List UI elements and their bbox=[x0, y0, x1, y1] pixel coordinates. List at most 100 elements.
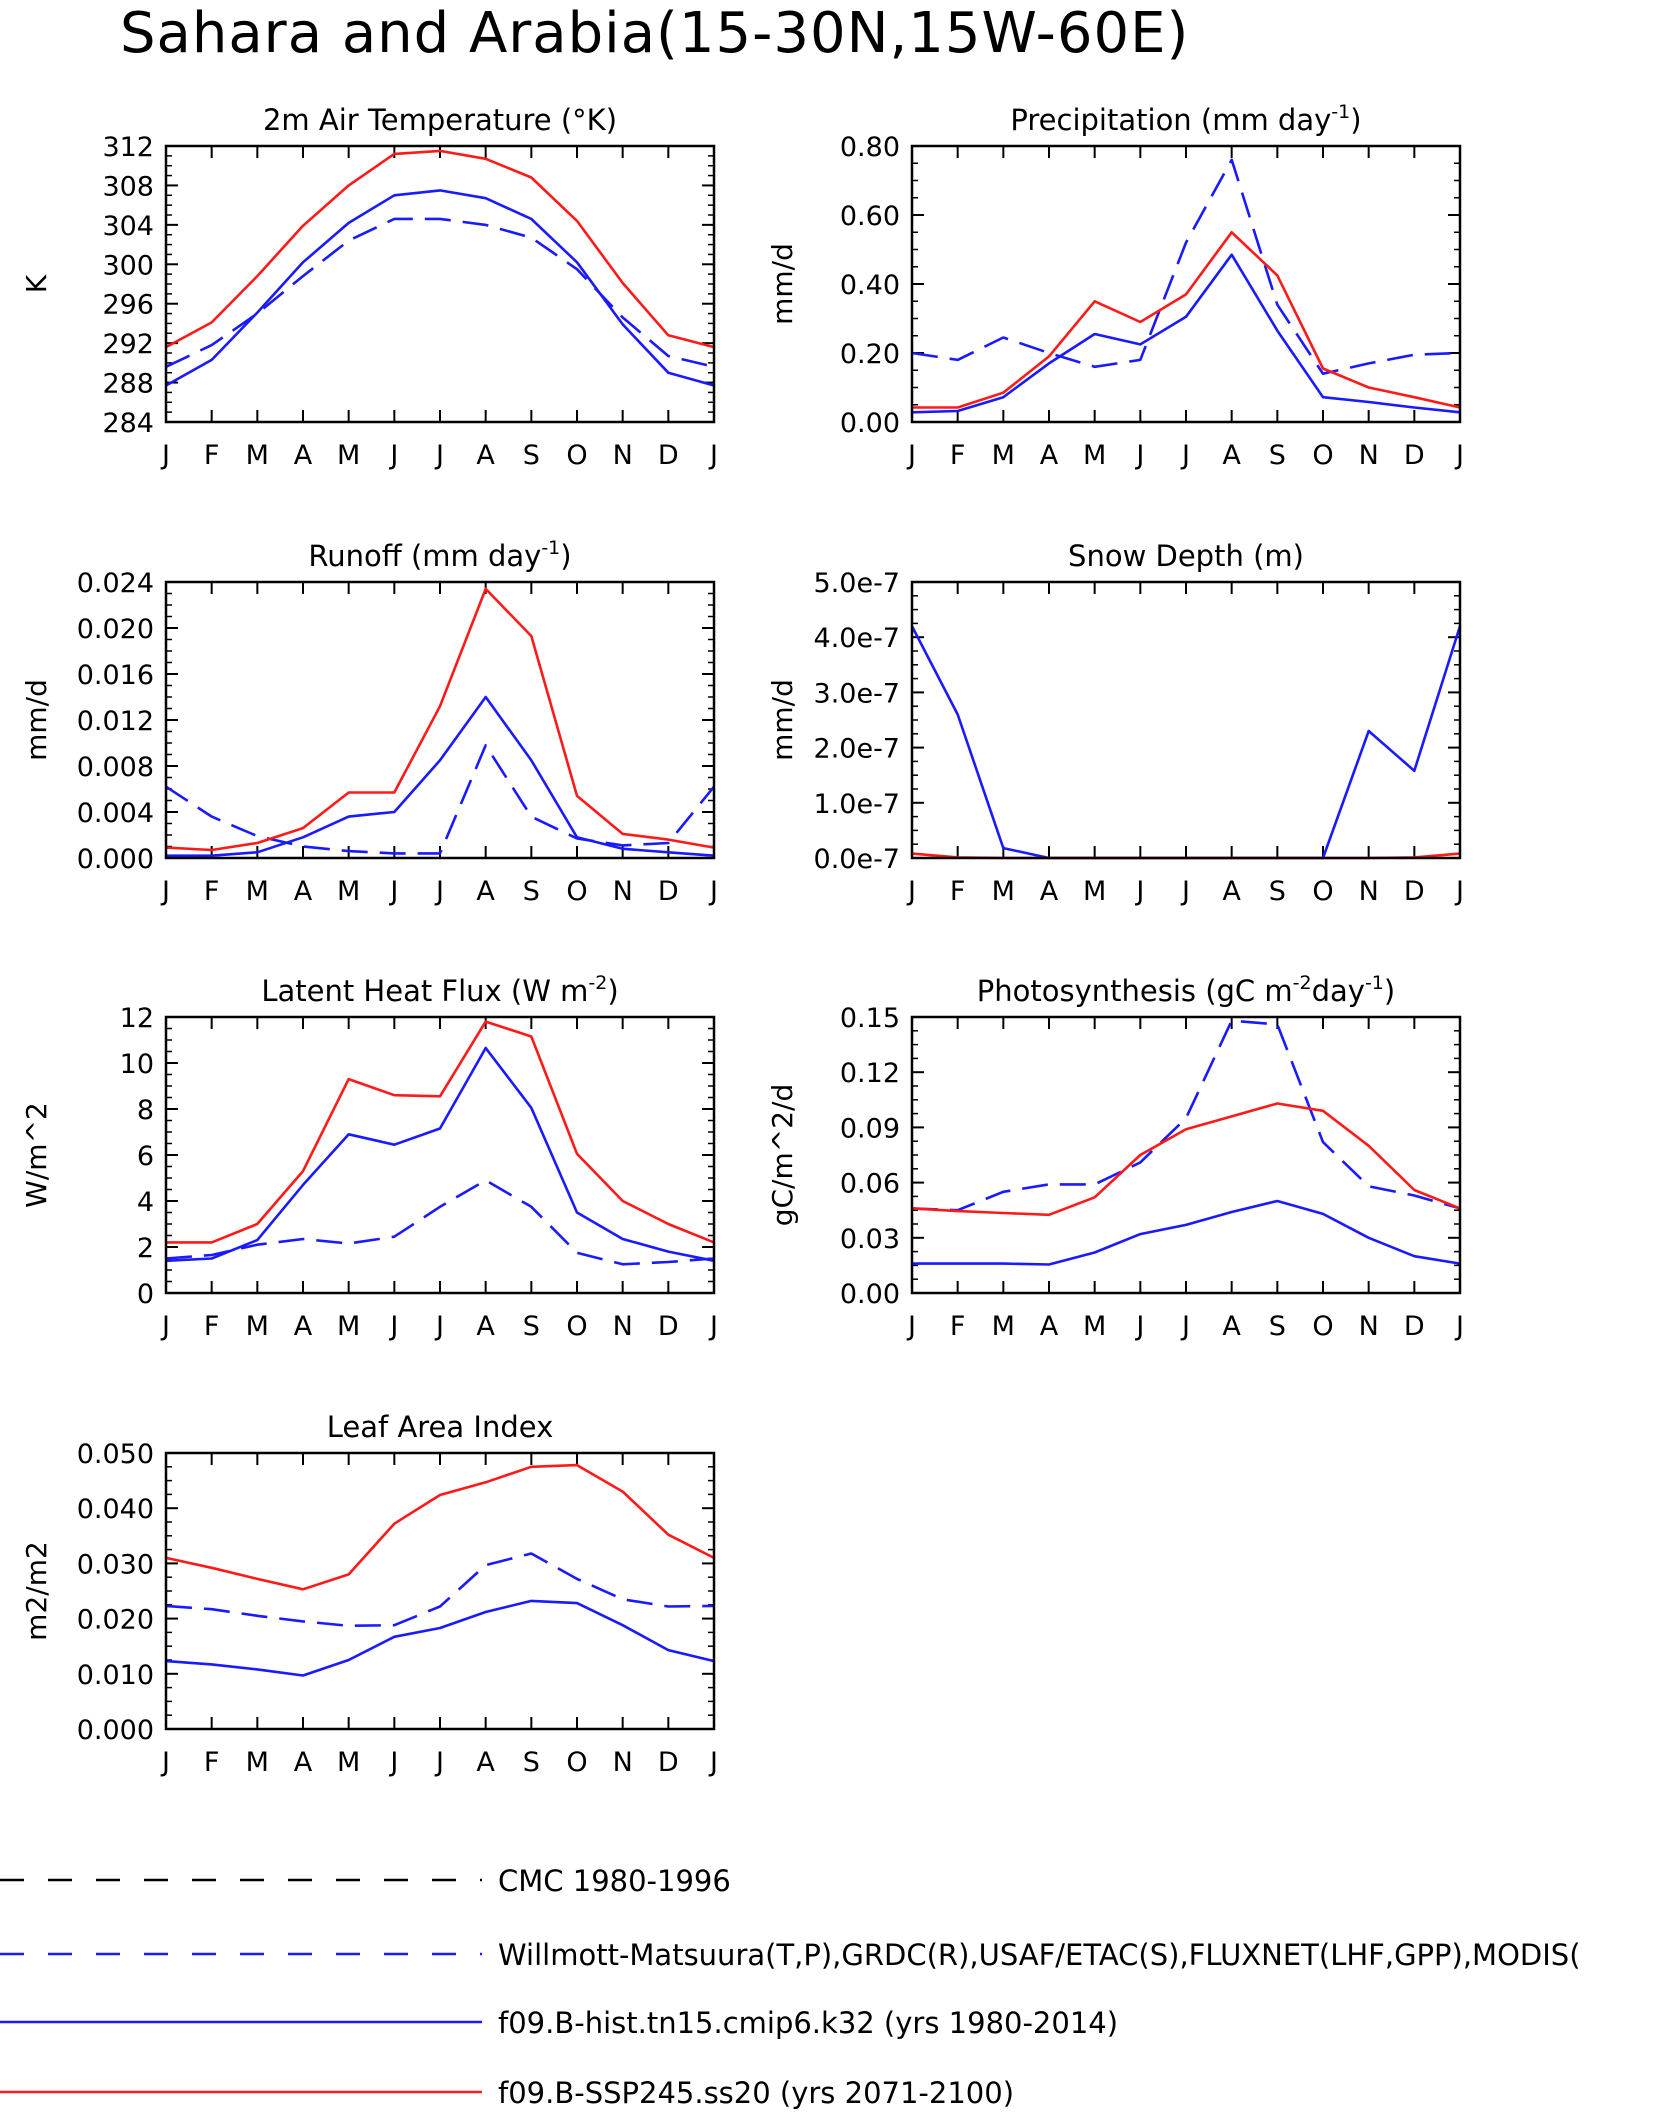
x-tick-label: A bbox=[476, 1747, 495, 1778]
series-line-3 bbox=[165, 1463, 715, 1591]
y-tick-label: 4.0e-7 bbox=[814, 623, 900, 654]
x-tick-label: M bbox=[246, 1311, 269, 1342]
title-superscript: -1 bbox=[1365, 972, 1384, 994]
x-tick-label: J bbox=[388, 876, 398, 907]
y-tick-label: 312 bbox=[102, 132, 154, 163]
y-tick-label: 0.010 bbox=[77, 1660, 154, 1691]
x-tick-label: A bbox=[1222, 876, 1241, 907]
x-tick-label: N bbox=[1359, 876, 1379, 907]
title-superscript: -1 bbox=[1331, 101, 1350, 123]
series-line-3 bbox=[912, 231, 1461, 409]
x-tick-label: O bbox=[566, 876, 587, 907]
y-tick-label: 0.000 bbox=[77, 844, 154, 875]
title-superscript: -2 bbox=[1293, 972, 1312, 994]
y-tick-label: 292 bbox=[102, 329, 154, 360]
y-tick-label: 0.09 bbox=[840, 1113, 900, 1144]
series-line-3 bbox=[166, 1020, 715, 1244]
x-tick-label: O bbox=[1312, 876, 1333, 907]
y-tick-label: 284 bbox=[102, 408, 154, 439]
x-tick-label: J bbox=[160, 1747, 170, 1778]
title-suffix: ) bbox=[1384, 974, 1395, 1008]
title-suffix: ) bbox=[1350, 103, 1361, 137]
panel-2: Precipitation (mm day-1) mm/d 0.00 0.20 0.40… bbox=[766, 101, 1464, 471]
y-tick-label: 0.020 bbox=[77, 614, 154, 645]
panel-title: Snow Depth (m) bbox=[1068, 539, 1304, 573]
x-tick-label: J bbox=[388, 440, 398, 471]
x-tick-label: N bbox=[613, 1747, 633, 1778]
y-tick-label: 0.00 bbox=[840, 408, 900, 439]
x-tick-label: A bbox=[476, 1311, 495, 1342]
y-tick-label: 0.016 bbox=[77, 660, 154, 691]
x-tick-label: D bbox=[1404, 876, 1425, 907]
y-tick-label: 296 bbox=[102, 290, 154, 321]
y-tick-label: 8 bbox=[137, 1095, 154, 1126]
x-tick-label: J bbox=[1134, 1311, 1144, 1342]
x-tick-label: D bbox=[658, 876, 679, 907]
y-tick-label: 5.0e-7 bbox=[814, 568, 900, 599]
series-line-3 bbox=[911, 1102, 1461, 1217]
x-tick-label: J bbox=[1180, 1311, 1190, 1342]
x-tick-label: F bbox=[204, 1311, 220, 1342]
x-tick-label: O bbox=[566, 440, 587, 471]
x-tick-label: J bbox=[1134, 440, 1144, 471]
x-tick-label: J bbox=[434, 1311, 444, 1342]
x-tick-label: A bbox=[1222, 440, 1241, 471]
x-tick-label: J bbox=[434, 876, 444, 907]
x-tick-label: J bbox=[708, 876, 718, 907]
x-tick-label: S bbox=[523, 876, 540, 907]
y-tick-label: 0.004 bbox=[77, 798, 154, 829]
y-tick-label: 12 bbox=[120, 1003, 154, 1034]
legend: CMC 1980-1996 Willmott-Matsuura(T,P),GRDC… bbox=[0, 1864, 1581, 2110]
y-tick-label: 308 bbox=[102, 171, 154, 202]
plot-frame bbox=[164, 144, 716, 424]
x-tick-label: D bbox=[658, 440, 679, 471]
legend-item-2: Willmott-Matsuura(T,P),GRDC(R),USAF/ETAC… bbox=[0, 1938, 1581, 1972]
x-tick-label: A bbox=[476, 440, 495, 471]
y-tick-label: 0.40 bbox=[840, 270, 900, 301]
y-tick-label: 0.15 bbox=[840, 1003, 900, 1034]
y-tick-label: 0.020 bbox=[77, 1605, 154, 1636]
y-tick-label: 2.0e-7 bbox=[814, 734, 900, 765]
x-tick-label: O bbox=[1312, 440, 1333, 471]
y-axis-label: gC/m^2/d bbox=[766, 1084, 799, 1227]
y-tick-label: 0.12 bbox=[840, 1058, 900, 1089]
x-tick-label: S bbox=[1269, 876, 1286, 907]
y-tick-label: 6 bbox=[137, 1141, 154, 1172]
y-tick-label: 0.03 bbox=[840, 1224, 900, 1255]
x-tick-label: M bbox=[246, 1747, 269, 1778]
x-tick-label: A bbox=[294, 876, 313, 907]
y-tick-label: 0.008 bbox=[77, 752, 154, 783]
y-tick-label: 1.0e-7 bbox=[814, 789, 900, 820]
panel-1: 2m Air Temperature (°K) K 284 288 292 296 300 3… bbox=[20, 103, 718, 471]
legend-item-3: f09.B-hist.tn15.cmip6.k32 (yrs 1980-2014… bbox=[0, 2006, 1118, 2040]
x-tick-label: M bbox=[992, 876, 1015, 907]
x-tick-label: M bbox=[992, 1311, 1015, 1342]
x-tick-label: J bbox=[906, 440, 916, 471]
y-axis-label: W/m^2 bbox=[20, 1102, 53, 1208]
series-line-1 bbox=[165, 217, 715, 369]
x-tick-label: J bbox=[708, 1747, 718, 1778]
y-tick-label: 288 bbox=[102, 369, 154, 400]
x-tick-label: N bbox=[613, 440, 633, 471]
x-tick-label: J bbox=[388, 1747, 398, 1778]
x-tick-label: A bbox=[294, 1311, 313, 1342]
figure-title: Sahara and Arabia(15-30N,15W-60E) bbox=[120, 1, 1189, 66]
y-tick-label: 0.0e-7 bbox=[814, 844, 900, 875]
plot-frame bbox=[164, 1015, 716, 1295]
y-tick-label: 0.030 bbox=[77, 1549, 154, 1580]
x-tick-label: O bbox=[1312, 1311, 1333, 1342]
plot-frame bbox=[910, 580, 1462, 860]
panels-group: 2m Air Temperature (°K)K2842882922963003… bbox=[20, 101, 1464, 1778]
panel-title: Runoff (mm day-1) bbox=[308, 537, 571, 573]
y-tick-label: 0.06 bbox=[840, 1169, 900, 1200]
x-tick-label: A bbox=[1040, 876, 1059, 907]
series-line-3 bbox=[165, 587, 715, 852]
y-tick-label: 0.00 bbox=[840, 1279, 900, 1310]
plot-frame bbox=[164, 580, 716, 860]
y-tick-label: 0.012 bbox=[77, 706, 154, 737]
y-tick-label: 0 bbox=[137, 1279, 154, 1310]
x-tick-label: S bbox=[523, 440, 540, 471]
series-line-1 bbox=[910, 625, 1462, 860]
series-line-2 bbox=[165, 1599, 715, 1677]
series-line-3 bbox=[165, 149, 715, 349]
